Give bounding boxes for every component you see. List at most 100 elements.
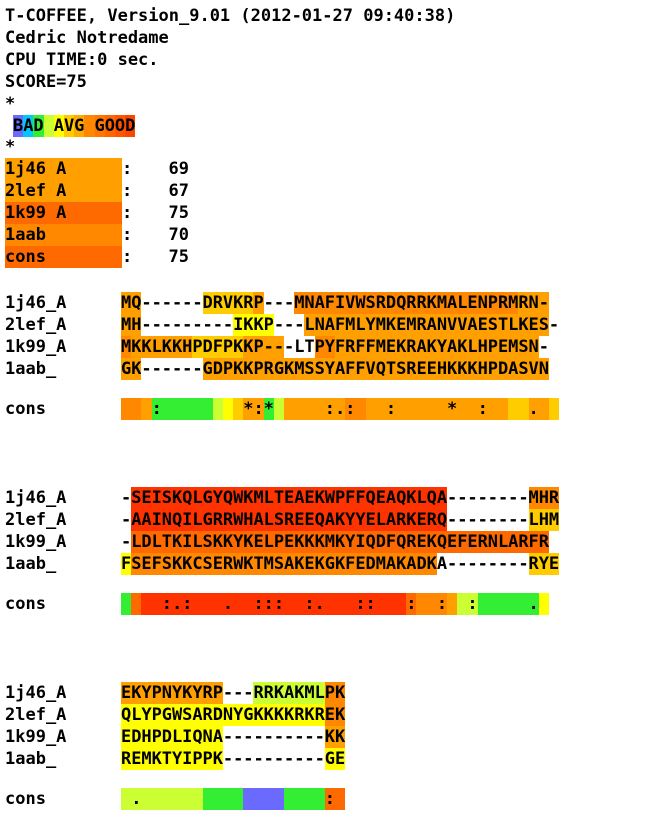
- residue-cell: K: [131, 682, 142, 704]
- consensus-cells: :.: . ::: :. :: : : : .: [121, 593, 549, 615]
- sequence-name: 2lef_A: [5, 315, 67, 335]
- sequence-name: 1aab_: [5, 554, 57, 574]
- residue-cell: K: [294, 682, 305, 704]
- residue-cell: Y: [538, 553, 549, 575]
- residue-cell: R: [222, 509, 234, 531]
- sequence-name: 2lef_A: [5, 510, 67, 530]
- residue-cell: -: [161, 358, 172, 380]
- residue-cell: M: [294, 292, 305, 314]
- sequence-name: 1j46_A: [5, 293, 67, 313]
- residue-cell: -: [182, 314, 193, 336]
- residue-cell: K: [243, 487, 254, 509]
- residue-cell: M: [304, 682, 315, 704]
- residue-cell: -: [314, 748, 325, 770]
- residue-cell: -: [447, 553, 458, 575]
- consensus-cell: [487, 398, 498, 420]
- consensus-cell: [375, 593, 386, 615]
- residue-cell: -: [304, 748, 315, 770]
- residue-cell: A: [324, 509, 335, 531]
- residue-cell: S: [202, 553, 213, 575]
- residue-cell: D: [416, 553, 427, 575]
- residue-cell: L: [467, 336, 478, 358]
- residue-cell: T: [253, 553, 264, 575]
- legend-cell: V: [63, 115, 75, 137]
- residue-cell: P: [487, 358, 498, 380]
- residue-cell: K: [273, 682, 285, 704]
- legend-cell: O: [114, 115, 126, 137]
- residue-cell: -: [294, 748, 305, 770]
- consensus-cell: [365, 398, 376, 420]
- residue-cell: F: [121, 553, 132, 575]
- residue-cell: Y: [345, 509, 356, 531]
- consensus-cell: [508, 593, 519, 615]
- residue-cell: K: [426, 531, 437, 553]
- residue-cell: L: [355, 314, 366, 336]
- residue-cell: S: [396, 358, 407, 380]
- consensus-cell: :: [151, 398, 162, 420]
- residue-cell: E: [355, 553, 366, 575]
- residue-cell: L: [192, 509, 203, 531]
- residue-cell: G: [202, 509, 213, 531]
- residue-cell: -: [314, 726, 325, 748]
- residue-cell: F: [334, 336, 346, 358]
- consensus-cell: [284, 593, 295, 615]
- residue-cell: K: [396, 336, 407, 358]
- residue-cell: L: [375, 509, 386, 531]
- score-row: 2lef A: 67: [5, 180, 189, 202]
- consensus-cell: [212, 398, 223, 420]
- residue-cell: G: [324, 748, 335, 770]
- residue-cell: D: [212, 704, 223, 726]
- residue-cell: D: [202, 336, 213, 358]
- residue-cell: -: [538, 292, 549, 314]
- consensus-cell: [284, 788, 295, 810]
- score-row: cons: 75: [5, 246, 189, 268]
- residue-cell: F: [345, 358, 356, 380]
- residue-cell: N: [222, 704, 234, 726]
- residue-cell: L: [263, 509, 274, 531]
- residue-cell: A: [212, 726, 223, 748]
- residue-cell: A: [385, 487, 397, 509]
- residue-cell: M: [294, 358, 305, 380]
- residue-cell: R: [263, 682, 274, 704]
- residue-cell: -: [253, 726, 264, 748]
- residue-cell: K: [222, 531, 234, 553]
- consensus-cell: :: [436, 593, 448, 615]
- residue-cell: -: [161, 292, 172, 314]
- residue-cell: N: [487, 531, 498, 553]
- residue-cell: -: [284, 748, 295, 770]
- consensus-cell: :: [253, 398, 264, 420]
- residue-cell: R: [253, 682, 264, 704]
- residue-cell: H: [182, 336, 193, 358]
- score-value: 67: [148, 181, 189, 201]
- residue-cell: -: [141, 314, 152, 336]
- residue-cell: S: [304, 358, 315, 380]
- residue-cell: R: [406, 358, 417, 380]
- residue-cell: -: [497, 553, 509, 575]
- residue-cell: S: [161, 487, 172, 509]
- residue-cell: N: [528, 292, 539, 314]
- residue-cell: T: [273, 487, 285, 509]
- residue-cell: -: [212, 314, 223, 336]
- residue-cell: K: [426, 292, 437, 314]
- residue-cell: Y: [233, 704, 244, 726]
- score-value: 75: [148, 247, 189, 267]
- residue-cell: M: [375, 553, 386, 575]
- residue-cell: F: [365, 336, 376, 358]
- header-cpu-time: CPU TIME:0 sec.: [5, 50, 159, 70]
- residue-cell: -: [457, 553, 468, 575]
- residue-cell: V: [222, 292, 234, 314]
- consensus-cells: : *: * :.: : * : .: [121, 398, 560, 420]
- residue-cell: S: [182, 704, 193, 726]
- sequence-name: 1aab_: [5, 749, 57, 769]
- residue-cell: -: [171, 292, 183, 314]
- residue-cell: K: [294, 531, 305, 553]
- residue-cell: -: [141, 292, 152, 314]
- residue-cell: N: [161, 682, 172, 704]
- residue-cell: W: [233, 509, 244, 531]
- consensus-cell: [131, 593, 142, 615]
- residue-cell: I: [151, 487, 162, 509]
- residue-cell: -: [222, 682, 234, 704]
- residue-cell: A: [426, 314, 437, 336]
